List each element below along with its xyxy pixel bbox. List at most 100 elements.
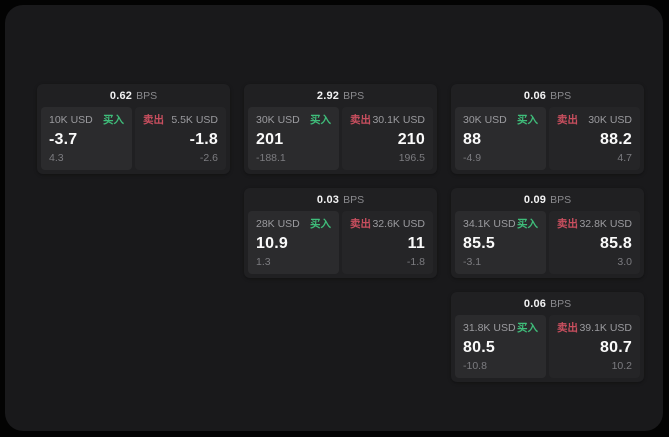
sell-tile[interactable]: 卖出 32.6K USD 11 -1.8: [342, 211, 433, 274]
buy-tile-header: 28K USD 买入: [256, 218, 331, 230]
sell-tile[interactable]: 卖出 39.1K USD 80.7 10.2: [549, 315, 640, 378]
buy-delta: 4.3: [49, 152, 64, 164]
sell-delta: 3.0: [617, 256, 632, 268]
buy-label: 买入: [517, 218, 538, 230]
spread-header: 2.92 BPS: [244, 84, 437, 107]
buy-amount: 10K USD: [49, 114, 93, 126]
quote-card-grid: 0.62 BPS 10K USD 买入 -3.7 4.3 卖出 5.5K USD…: [37, 84, 644, 382]
buy-price: -3.7: [49, 130, 78, 148]
buy-tile[interactable]: 34.1K USD 买入 85.5 -3.1: [455, 211, 546, 274]
sell-label: 卖出: [557, 218, 578, 230]
sell-price: 88.2: [600, 130, 632, 148]
quote-card-body: 31.8K USD 买入 80.5 -10.8 卖出 39.1K USD 80.…: [451, 315, 644, 382]
sell-tile[interactable]: 卖出 30K USD 88.2 4.7: [549, 107, 640, 170]
spread-unit: BPS: [550, 193, 572, 206]
spread-unit: BPS: [550, 297, 572, 310]
buy-amount: 34.1K USD: [463, 218, 516, 230]
spread-unit: BPS: [136, 89, 158, 102]
buy-tile-header: 30K USD 买入: [256, 114, 331, 126]
quote-card: 0.62 BPS 10K USD 买入 -3.7 4.3 卖出 5.5K USD…: [37, 84, 230, 174]
buy-amount: 30K USD: [256, 114, 300, 126]
sell-price: 85.8: [600, 234, 632, 252]
buy-label: 买入: [103, 114, 124, 126]
spread-header: 0.09 BPS: [451, 188, 644, 211]
spread-unit: BPS: [550, 89, 572, 102]
buy-price: 201: [256, 130, 284, 148]
buy-price: 80.5: [463, 338, 495, 356]
sell-amount: 30K USD: [588, 114, 632, 126]
quote-card: 0.06 BPS 30K USD 买入 88 -4.9 卖出 30K USD 8…: [451, 84, 644, 174]
quote-card: 2.92 BPS 30K USD 买入 201 -188.1 卖出 30.1K …: [244, 84, 437, 174]
quotes-panel: 0.62 BPS 10K USD 买入 -3.7 4.3 卖出 5.5K USD…: [5, 5, 663, 431]
spread-value: 0.06: [523, 297, 547, 310]
quote-card-body: 30K USD 买入 88 -4.9 卖出 30K USD 88.2 4.7: [451, 107, 644, 174]
sell-price: 11: [407, 234, 425, 252]
sell-tile-header: 卖出 32.8K USD: [557, 218, 632, 230]
sell-price: 80.7: [600, 338, 632, 356]
spread-header: 0.03 BPS: [244, 188, 437, 211]
sell-amount: 32.6K USD: [372, 218, 425, 230]
buy-delta: -4.9: [463, 152, 482, 164]
sell-tile[interactable]: 卖出 5.5K USD -1.8 -2.6: [135, 107, 226, 170]
buy-delta: -10.8: [463, 360, 487, 372]
buy-delta: 1.3: [256, 256, 271, 268]
sell-tile-header: 卖出 5.5K USD: [143, 114, 218, 126]
sell-amount: 5.5K USD: [171, 114, 218, 126]
buy-amount: 30K USD: [463, 114, 507, 126]
spread-value: 0.06: [523, 89, 547, 102]
buy-label: 买入: [517, 322, 538, 334]
spread-value: 0.03: [316, 193, 340, 206]
sell-price: 210: [397, 130, 425, 148]
buy-tile[interactable]: 31.8K USD 买入 80.5 -10.8: [455, 315, 546, 378]
buy-tile[interactable]: 30K USD 买入 201 -188.1: [248, 107, 339, 170]
buy-label: 买入: [310, 114, 331, 126]
sell-amount: 39.1K USD: [579, 322, 632, 334]
spread-header: 0.06 BPS: [451, 84, 644, 107]
quote-card-body: 34.1K USD 买入 85.5 -3.1 卖出 32.8K USD 85.8…: [451, 211, 644, 278]
sell-delta: -1.8: [406, 256, 425, 268]
buy-tile-header: 34.1K USD 买入: [463, 218, 538, 230]
buy-price: 10.9: [256, 234, 288, 252]
sell-tile-header: 卖出 32.6K USD: [350, 218, 425, 230]
sell-delta: 196.5: [398, 152, 425, 164]
sell-delta: 4.7: [617, 152, 632, 164]
spread-header: 0.62 BPS: [37, 84, 230, 107]
buy-label: 买入: [310, 218, 331, 230]
sell-tile-header: 卖出 30K USD: [557, 114, 632, 126]
buy-tile-header: 10K USD 买入: [49, 114, 124, 126]
sell-delta: -2.6: [199, 152, 218, 164]
sell-tile-header: 卖出 30.1K USD: [350, 114, 425, 126]
sell-amount: 32.8K USD: [579, 218, 632, 230]
spread-value: 2.92: [316, 89, 340, 102]
spread-unit: BPS: [343, 193, 365, 206]
spread-value: 0.62: [109, 89, 133, 102]
sell-label: 卖出: [557, 114, 578, 126]
quote-card-body: 10K USD 买入 -3.7 4.3 卖出 5.5K USD -1.8 -2.…: [37, 107, 230, 174]
spread-value: 0.09: [523, 193, 547, 206]
sell-tile[interactable]: 卖出 30.1K USD 210 196.5: [342, 107, 433, 170]
buy-tile[interactable]: 30K USD 买入 88 -4.9: [455, 107, 546, 170]
buy-tile[interactable]: 28K USD 买入 10.9 1.3: [248, 211, 339, 274]
spread-unit: BPS: [343, 89, 365, 102]
sell-price: -1.8: [189, 130, 218, 148]
sell-label: 卖出: [350, 114, 371, 126]
quote-card: 0.03 BPS 28K USD 买入 10.9 1.3 卖出 32.6K US…: [244, 188, 437, 278]
sell-tile-header: 卖出 39.1K USD: [557, 322, 632, 334]
buy-price: 88: [463, 130, 482, 148]
sell-label: 卖出: [143, 114, 164, 126]
quote-card-body: 28K USD 买入 10.9 1.3 卖出 32.6K USD 11 -1.8: [244, 211, 437, 278]
sell-tile[interactable]: 卖出 32.8K USD 85.8 3.0: [549, 211, 640, 274]
spread-header: 0.06 BPS: [451, 292, 644, 315]
sell-amount: 30.1K USD: [372, 114, 425, 126]
buy-delta: -3.1: [463, 256, 482, 268]
buy-tile-header: 31.8K USD 买入: [463, 322, 538, 334]
sell-label: 卖出: [557, 322, 578, 334]
sell-label: 卖出: [350, 218, 371, 230]
buy-amount: 28K USD: [256, 218, 300, 230]
buy-delta: -188.1: [256, 152, 286, 164]
sell-delta: 10.2: [611, 360, 632, 372]
buy-price: 85.5: [463, 234, 495, 252]
buy-tile[interactable]: 10K USD 买入 -3.7 4.3: [41, 107, 132, 170]
buy-amount: 31.8K USD: [463, 322, 516, 334]
